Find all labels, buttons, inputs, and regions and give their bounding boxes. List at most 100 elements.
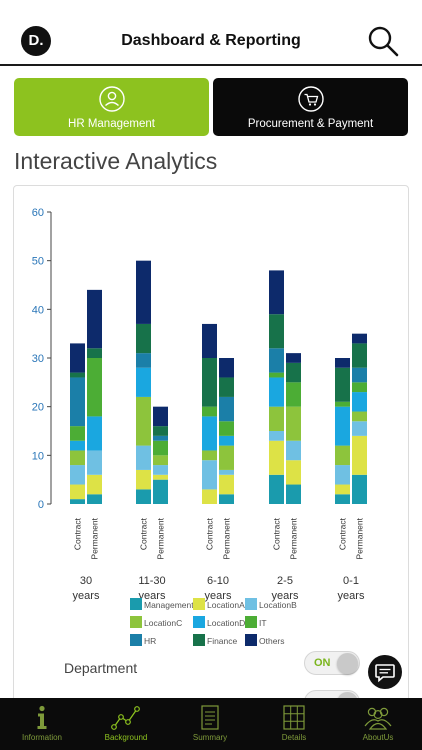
bar-type-label: Contract <box>205 517 215 550</box>
bar-segment-others <box>202 323 217 358</box>
bar-segment-locationc <box>153 455 168 466</box>
stacked-bar-chart[interactable]: 0 10 20 30 40 50 60 Contract Permanent Contract Pe… <box>14 186 410 716</box>
bar-segment-locationd <box>136 367 151 397</box>
bar-segment-locationc <box>136 396 151 446</box>
legend-swatch-locationd <box>193 616 205 628</box>
bar-segment-management <box>286 484 301 504</box>
legend-swatch-others <box>245 634 257 646</box>
hr-management-button[interactable]: HR Management <box>14 78 209 136</box>
bar-segment-finance <box>219 377 234 397</box>
legend-label: LocationB <box>259 600 297 610</box>
bar-segment-management <box>153 479 168 504</box>
bar-segment-finance <box>269 314 284 349</box>
procurement-payment-label: Procurement & Payment <box>247 118 374 130</box>
bar-segment-locationb <box>87 450 102 475</box>
bar-segment-locationa <box>153 474 168 480</box>
department-toggle[interactable]: ON <box>304 651 360 675</box>
department-toggle-state: ON <box>314 657 331 669</box>
chat-bubble-icon <box>375 664 395 683</box>
group-label: years <box>205 590 232 602</box>
bar-segment-locationd <box>202 416 217 451</box>
tab-aboutus[interactable]: AboutUs <box>336 698 420 750</box>
bar-segment-locationc <box>335 445 350 466</box>
bar-segment-finance <box>352 343 367 368</box>
section-title: Interactive Analytics <box>14 148 218 174</box>
bar-type-label: Contract <box>272 517 282 550</box>
bar-segment-hr <box>153 435 168 441</box>
bar-segment-locationa <box>269 440 284 475</box>
bar-segment-others <box>269 270 284 315</box>
y-tick-label: 20 <box>32 402 44 414</box>
bar-segment-locationa <box>202 489 217 504</box>
bar-segment-management <box>269 474 284 504</box>
tab-background[interactable]: Background <box>84 698 168 750</box>
bar-segment-it <box>70 426 85 441</box>
bar-segment-locationb <box>269 431 284 441</box>
group-label: years <box>272 590 299 602</box>
bar-segment-locationc <box>286 406 301 441</box>
hr-management-label: HR Management <box>68 118 155 130</box>
bar-segment-hr <box>269 348 284 373</box>
bar-segment-locationb <box>286 440 301 461</box>
bar-type-label: Permanent <box>156 517 166 559</box>
app-logo[interactable]: D. <box>21 26 51 56</box>
info-icon <box>37 705 47 729</box>
legend-label: LocationA <box>207 600 245 610</box>
y-tick-label: 50 <box>32 256 44 268</box>
bar-type-label: Contract <box>338 517 348 550</box>
bar-segment-locationc <box>202 450 217 461</box>
bar-segment-it <box>202 406 217 417</box>
chat-button[interactable] <box>368 655 402 689</box>
bar-segment-management <box>352 474 367 504</box>
search-icon[interactable] <box>366 24 400 58</box>
group-label: 6-10 <box>207 575 229 587</box>
legend-label: Management <box>144 600 194 610</box>
group-label: 11-30 <box>138 575 165 587</box>
bar-segment-locationd <box>335 406 350 446</box>
legend-label: HR <box>144 636 156 646</box>
legend-label: LocationD <box>207 618 245 628</box>
legend-label: LocationC <box>144 618 182 628</box>
bar-segment-finance <box>202 358 217 407</box>
bar-segment-management <box>70 499 85 504</box>
legend-swatch-locationc <box>130 616 142 628</box>
people-icon <box>364 707 392 730</box>
department-filter-label: Department <box>64 660 138 676</box>
group-label: 30 <box>80 575 92 587</box>
bar-segment-locationd <box>70 440 85 451</box>
bar-segment-it <box>219 421 234 436</box>
procurement-payment-button[interactable]: Procurement & Payment <box>213 78 408 136</box>
bar-segment-hr <box>219 396 234 422</box>
bar-segment-locationc <box>269 406 284 431</box>
bar-segment-finance <box>87 348 102 358</box>
toggle-knob <box>337 653 358 674</box>
y-tick-label: 30 <box>32 353 44 365</box>
tab-summary[interactable]: Summary <box>168 698 252 750</box>
bar-segment-locationd <box>87 416 102 451</box>
bar-segment-management <box>219 494 234 504</box>
y-tick-label: 0 <box>38 499 44 511</box>
bar-type-label: Permanent <box>222 517 232 559</box>
legend-label: IT <box>259 618 267 628</box>
grid-icon <box>283 705 305 730</box>
bar-segment-management <box>87 494 102 504</box>
analytics-chart-card: 0 10 20 30 40 50 60 Contract Permanent Contract Pe… <box>13 185 409 715</box>
page-title: Dashboard & Reporting <box>121 32 301 49</box>
bar-segment-locationb <box>136 445 151 470</box>
legend-label: Others <box>259 636 285 646</box>
bar-segment-locationc <box>219 445 234 470</box>
bar-type-label: Contract <box>139 517 149 550</box>
y-tick-label: 10 <box>32 450 44 462</box>
tab-details[interactable]: Details <box>252 698 336 750</box>
bottom-tab-bar: Information Background Summary Deta <box>0 698 422 750</box>
bar-segment-others <box>219 358 234 378</box>
bar-segment-locationd <box>269 377 284 407</box>
legend-swatch-locationb <box>245 598 257 610</box>
tab-information[interactable]: Information <box>0 698 84 750</box>
tab-label: Details <box>281 733 307 742</box>
bar-segment-locationd <box>352 392 367 412</box>
bar-segment-locationc <box>70 450 85 466</box>
bar-segment-locationb <box>153 465 168 475</box>
bar-segment-others <box>153 406 168 427</box>
tab-label: Information <box>21 733 63 742</box>
